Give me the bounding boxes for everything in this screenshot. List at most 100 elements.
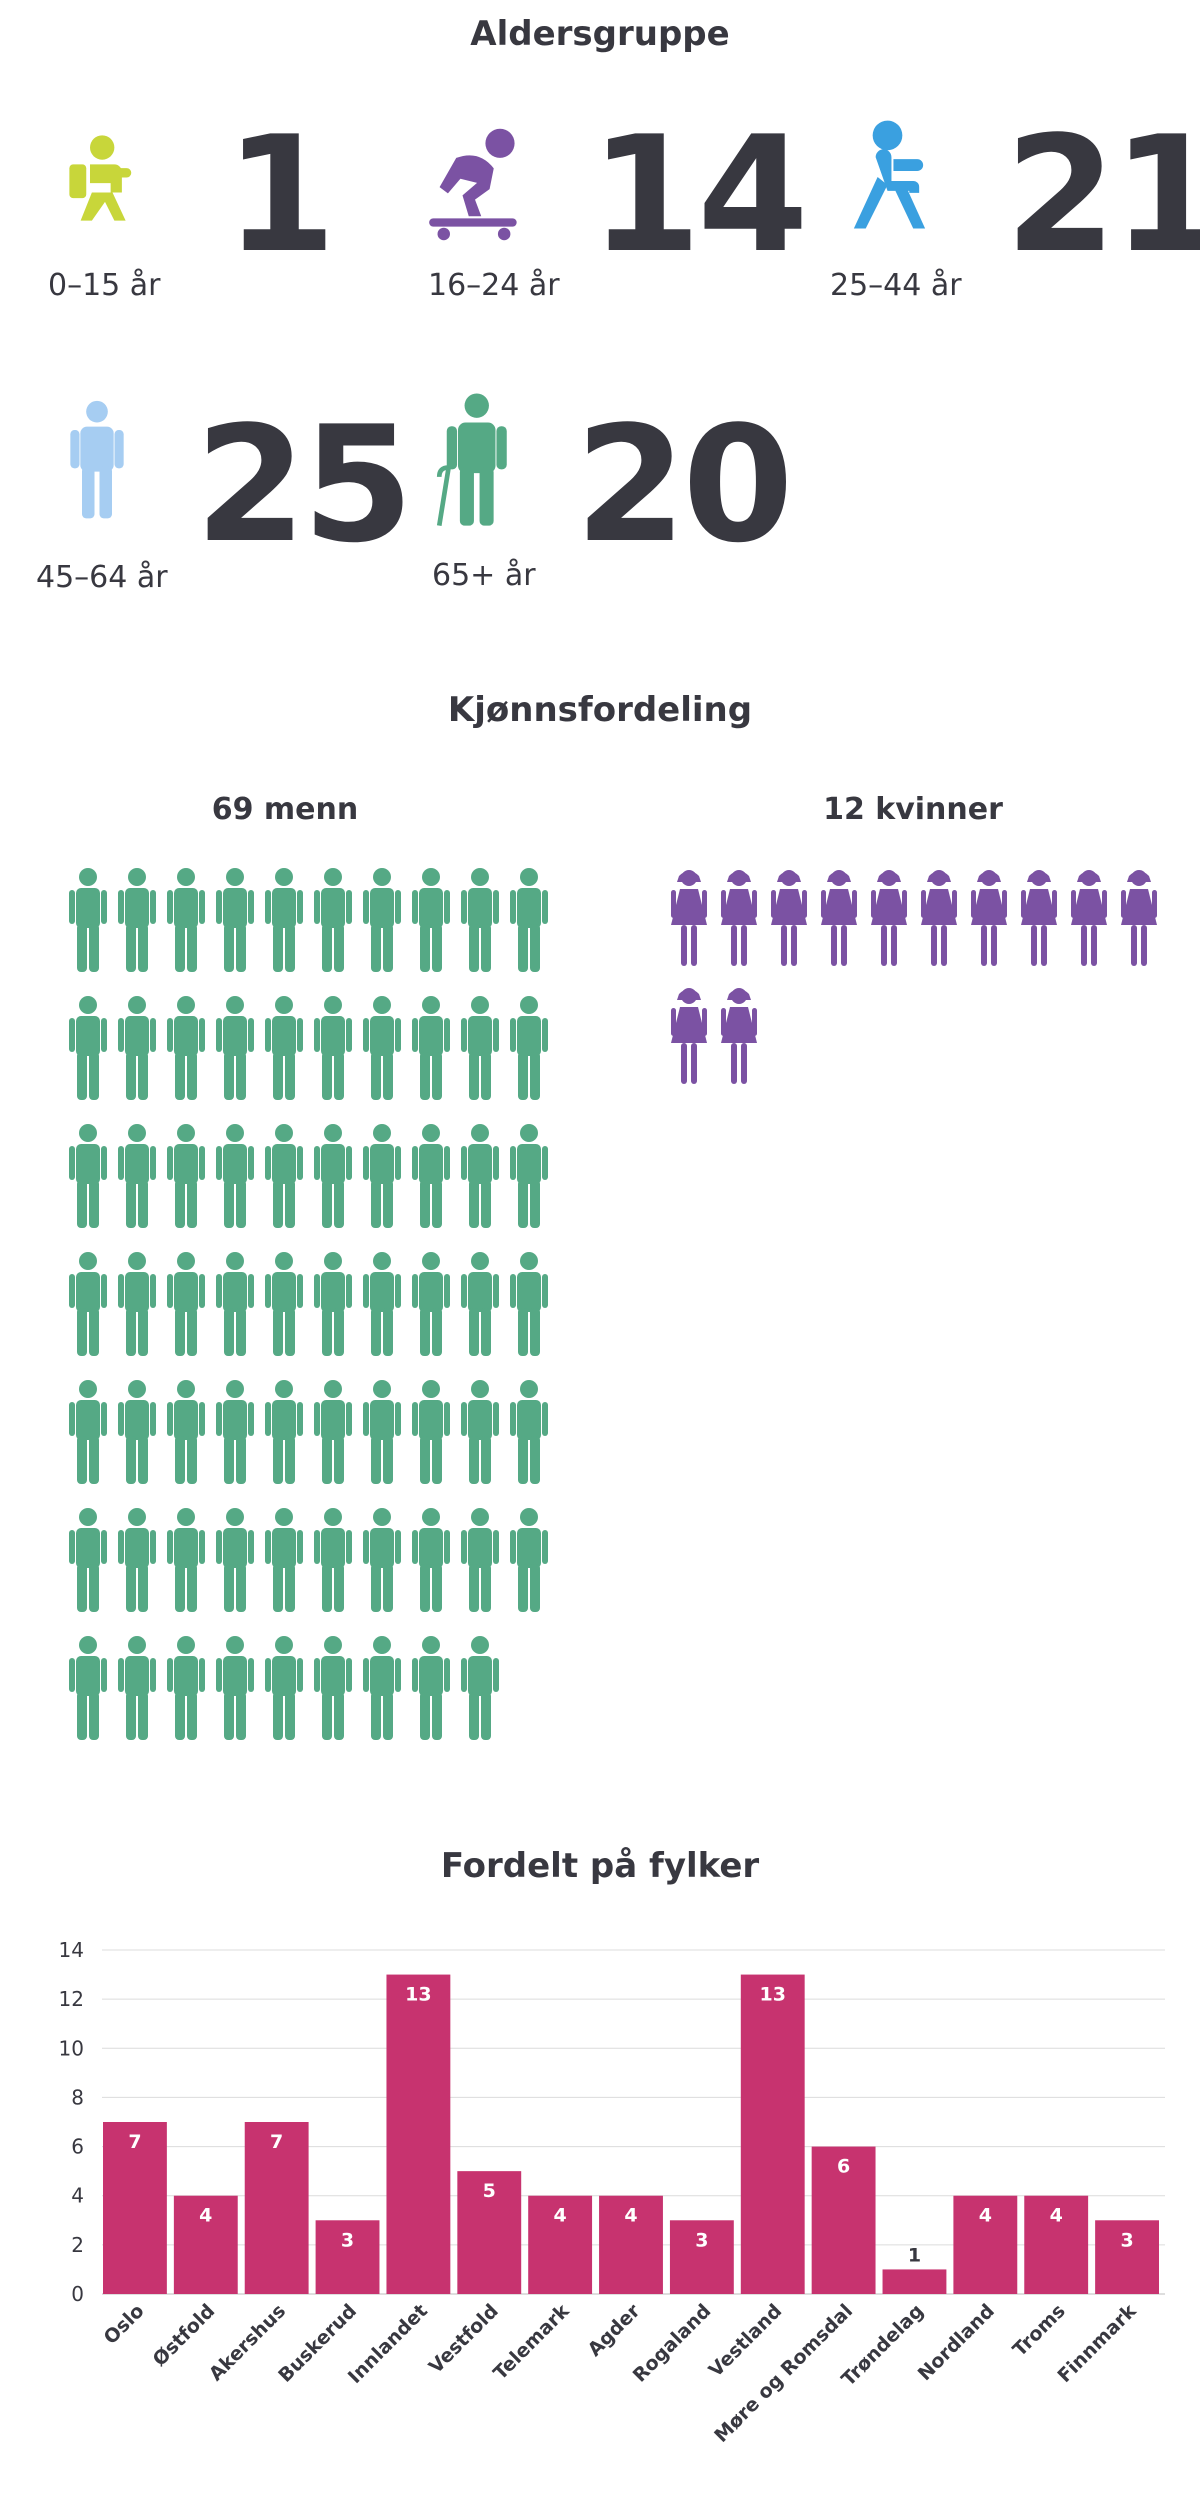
bar	[740, 1974, 805, 2294]
man-icon	[264, 996, 313, 1124]
data-label: 7	[128, 2131, 141, 2153]
x-tick-label: Oslo	[100, 2300, 149, 2349]
woman-icon	[768, 868, 818, 986]
man-icon	[460, 1252, 509, 1380]
woman-icon	[1118, 868, 1168, 986]
man-icon	[215, 1124, 264, 1252]
man-icon	[68, 996, 117, 1124]
men-pictogram-grid	[68, 868, 558, 1764]
bar	[1024, 2195, 1089, 2294]
man-icon	[362, 996, 411, 1124]
man-icon	[460, 996, 509, 1124]
data-label: 4	[1050, 2205, 1063, 2227]
man-icon	[362, 1252, 411, 1380]
bar	[386, 1974, 451, 2294]
woman-icon	[1018, 868, 1068, 986]
man-icon	[264, 1252, 313, 1380]
skateboarder-icon	[425, 120, 525, 254]
man-icon	[215, 996, 264, 1124]
data-label: 3	[695, 2229, 708, 2251]
man-icon	[411, 1508, 460, 1636]
woman-icon	[718, 868, 768, 986]
man-icon	[166, 1124, 215, 1252]
data-label: 3	[1120, 2229, 1133, 2251]
age-group-label: 65+ år	[432, 558, 536, 593]
man-icon	[264, 1380, 313, 1508]
man-icon	[460, 868, 509, 996]
man-icon	[411, 1252, 460, 1380]
woman-icon	[868, 868, 918, 986]
man-icon	[509, 868, 558, 996]
man-icon	[215, 1252, 264, 1380]
y-tick-label: 14	[59, 1938, 84, 1962]
man-icon	[362, 1124, 411, 1252]
man-icon	[264, 1124, 313, 1252]
man-icon	[411, 1380, 460, 1508]
data-label: 4	[554, 2205, 567, 2227]
man-icon	[411, 1124, 460, 1252]
bar	[244, 2122, 309, 2294]
age-group-count: 20	[575, 391, 794, 578]
woman-icon	[818, 868, 868, 986]
man-icon	[117, 1636, 166, 1764]
data-label: 13	[405, 1984, 431, 2006]
age-group-count: 1	[225, 101, 336, 288]
man-icon	[68, 868, 117, 996]
y-tick-label: 8	[71, 2085, 84, 2109]
woman-icon	[718, 986, 768, 1104]
man-icon	[166, 1252, 215, 1380]
man-icon	[215, 1508, 264, 1636]
bar	[1095, 2220, 1159, 2294]
man-icon	[509, 1508, 558, 1636]
man-icon	[362, 1636, 411, 1764]
woman-icon	[968, 868, 1018, 986]
man-icon	[313, 996, 362, 1124]
man-icon	[215, 868, 264, 996]
man-icon	[460, 1636, 509, 1764]
man-icon	[313, 1636, 362, 1764]
man-icon	[68, 1380, 117, 1508]
man-icon	[313, 1252, 362, 1380]
man-icon	[460, 1124, 509, 1252]
man-icon	[117, 1380, 166, 1508]
data-label: 4	[624, 2205, 637, 2227]
man-icon	[264, 1508, 313, 1636]
age-group-label: 25–44 år	[830, 268, 962, 303]
bar	[315, 2220, 380, 2294]
man-icon	[117, 1508, 166, 1636]
data-label: 5	[483, 2180, 496, 2202]
x-tick-label: Troms	[1009, 2300, 1070, 2361]
bar	[528, 2195, 593, 2294]
data-label: 3	[341, 2229, 354, 2251]
age-group-count: 14	[590, 101, 809, 288]
men-count-label: 69 menn	[211, 792, 359, 827]
age-group-label: 0–15 år	[48, 268, 161, 303]
man-icon	[166, 868, 215, 996]
man-icon	[117, 1124, 166, 1252]
x-tick-label: Møre og Romsdal	[710, 2300, 857, 2447]
standing-person-icon	[62, 380, 142, 544]
y-tick-label: 2	[71, 2233, 84, 2257]
county-bar-chart: 024681012147Oslo4Østfold7Akershus3Busker…	[59, 1938, 1165, 2447]
age-group-label: 16–24 år	[428, 268, 560, 303]
man-icon	[411, 996, 460, 1124]
man-icon	[166, 1636, 215, 1764]
bar	[173, 2195, 238, 2294]
woman-icon	[918, 868, 968, 986]
data-label: 1	[908, 2244, 921, 2266]
elderly-person-icon	[428, 380, 518, 544]
women-count-label: 12 kvinner	[823, 792, 1003, 827]
man-icon	[460, 1380, 509, 1508]
man-icon	[313, 868, 362, 996]
man-icon	[313, 1380, 362, 1508]
walking-person-icon	[840, 100, 935, 254]
man-icon	[362, 1380, 411, 1508]
y-tick-label: 6	[71, 2135, 84, 2159]
x-tick-label: Nordland	[914, 2300, 999, 2385]
data-label: 4	[979, 2205, 992, 2227]
bar	[882, 2269, 947, 2294]
man-icon	[362, 1508, 411, 1636]
bar	[669, 2220, 734, 2294]
woman-icon	[668, 986, 718, 1104]
y-tick-label: 12	[59, 1987, 84, 2011]
